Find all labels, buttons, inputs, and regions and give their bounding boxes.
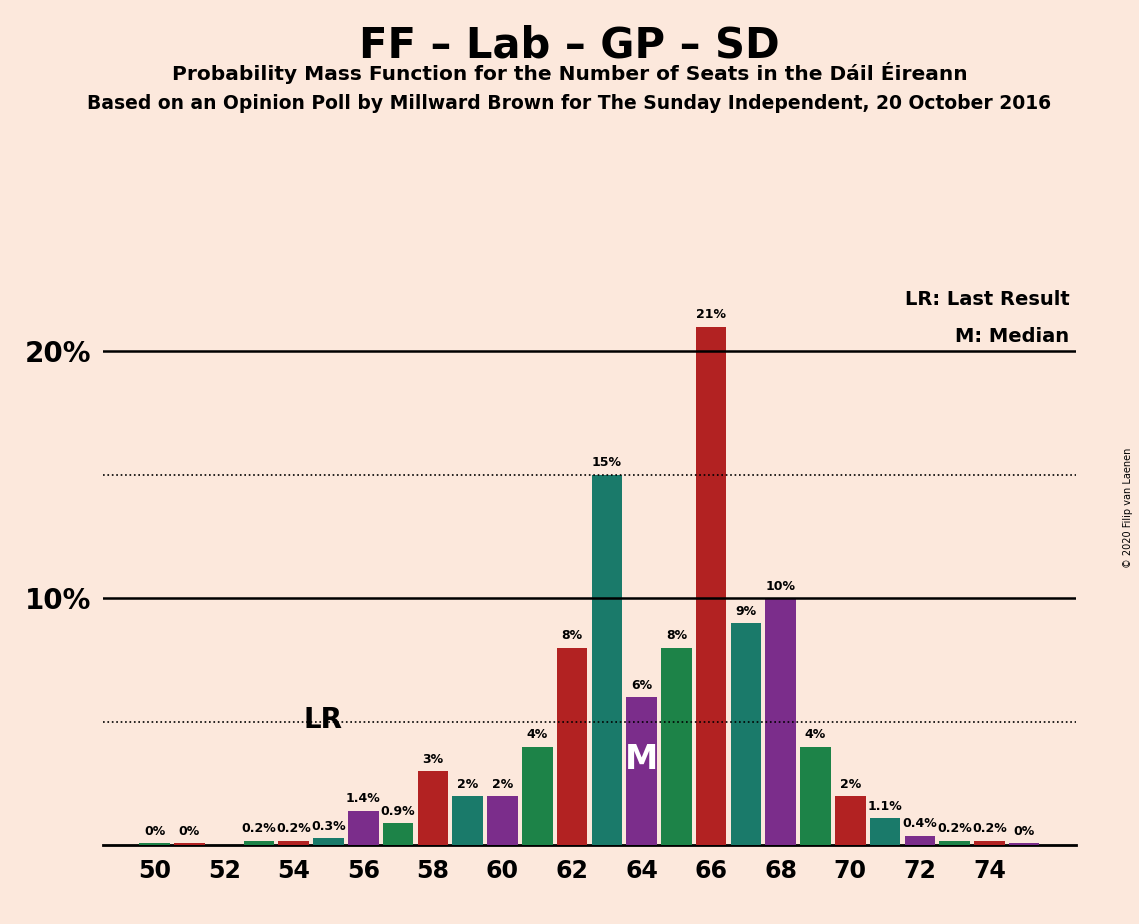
Text: 0%: 0% [179,825,200,838]
Text: 3%: 3% [423,753,443,766]
Text: 0.9%: 0.9% [380,805,416,818]
Bar [835,796,866,845]
Text: 2%: 2% [492,778,513,791]
Text: 8%: 8% [666,629,687,642]
Bar [279,841,309,845]
Text: FF – Lab – GP – SD: FF – Lab – GP – SD [359,25,780,67]
Bar [765,599,796,845]
Text: 1.4%: 1.4% [346,793,380,806]
Text: Based on an Opinion Poll by Millward Brown for The Sunday Independent, 20 Octobe: Based on an Opinion Poll by Millward Bro… [88,94,1051,114]
Text: 8%: 8% [562,629,583,642]
Bar [487,796,518,845]
Text: LR: LR [303,706,343,735]
Bar [661,648,691,845]
Text: 9%: 9% [736,604,756,617]
Bar [974,841,1005,845]
Text: 4%: 4% [526,728,548,741]
Text: 2%: 2% [457,778,478,791]
Bar [730,623,761,845]
Text: 4%: 4% [805,728,826,741]
Bar [452,796,483,845]
Text: 0%: 0% [144,825,165,838]
Text: 0.3%: 0.3% [311,820,346,833]
Bar [696,326,727,845]
Bar [174,844,205,845]
Bar [591,475,622,845]
Bar [1009,844,1040,845]
Text: 15%: 15% [592,456,622,469]
Bar [626,698,657,845]
Text: M: M [625,743,658,776]
Text: 6%: 6% [631,679,653,692]
Text: 0.2%: 0.2% [241,822,277,835]
Bar [313,838,344,845]
Bar [904,835,935,845]
Bar [801,747,830,845]
Text: Probability Mass Function for the Number of Seats in the Dáil Éireann: Probability Mass Function for the Number… [172,62,967,84]
Bar [349,811,378,845]
Text: M: Median: M: Median [956,326,1070,346]
Bar [557,648,588,845]
Bar [870,819,900,845]
Bar [418,772,449,845]
Text: © 2020 Filip van Laenen: © 2020 Filip van Laenen [1123,448,1132,568]
Text: 0.2%: 0.2% [972,822,1007,835]
Text: 21%: 21% [696,309,727,322]
Text: 0%: 0% [1014,825,1035,838]
Text: 0.2%: 0.2% [277,822,311,835]
Bar [383,823,413,845]
Text: 0.4%: 0.4% [902,817,937,830]
Bar [522,747,552,845]
Bar [244,841,274,845]
Bar [139,844,170,845]
Text: 0.2%: 0.2% [937,822,972,835]
Text: LR: Last Result: LR: Last Result [904,289,1070,309]
Text: 1.1%: 1.1% [868,800,902,813]
Bar [940,841,970,845]
Text: 10%: 10% [765,580,796,593]
Text: 2%: 2% [839,778,861,791]
